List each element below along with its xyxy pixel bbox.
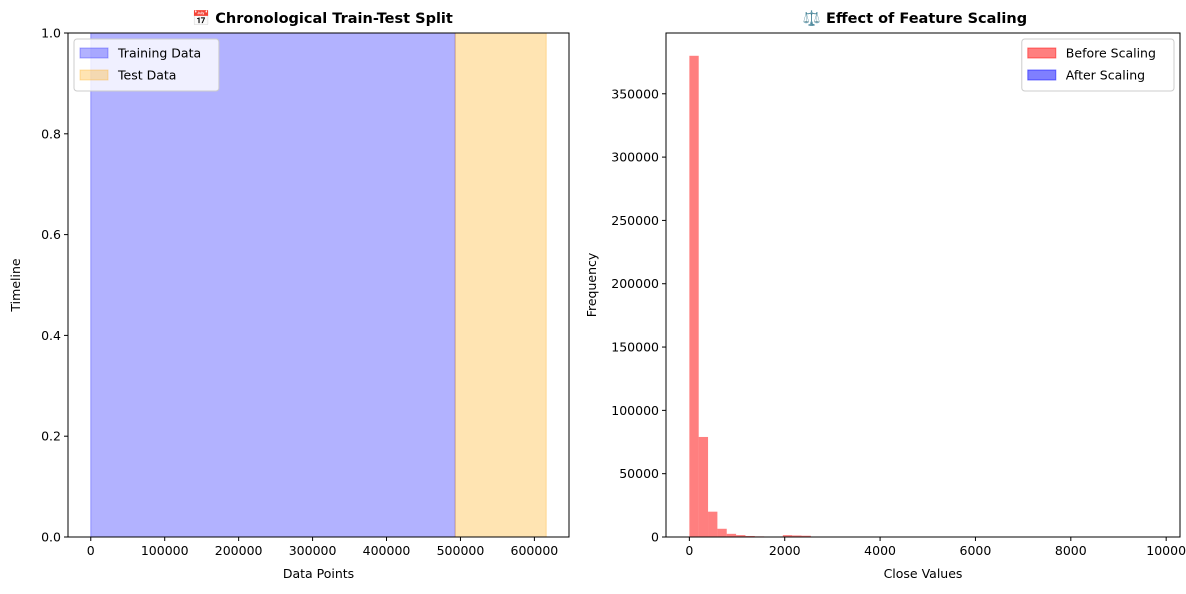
split-chart-title: 📅 Chronological Train-Test Split: [192, 9, 453, 27]
x-tick-label: 200000: [215, 543, 263, 558]
x-tick-label: 2000: [769, 543, 801, 558]
x-tick-label: 0: [685, 543, 693, 558]
y-tick-label: 50000: [619, 466, 659, 481]
span-training-data: [91, 33, 455, 537]
x-tick-label: 4000: [864, 543, 896, 558]
x-tick-label: 600000: [511, 543, 559, 558]
y-tick-label: 0.2: [41, 429, 61, 444]
split-chart-x-axis: 0 100000 200000 300000 400000 500000 600000: [87, 537, 559, 558]
y-tick-label: 350000: [611, 86, 659, 101]
y-tick-label: 0.0: [41, 530, 61, 545]
legend-swatch: [80, 48, 108, 58]
split-chart-plot-area: [91, 33, 546, 537]
split-chart-xlabel: Data Points: [283, 566, 354, 581]
y-tick-label: 0: [651, 530, 659, 545]
y-tick-label: 1.0: [41, 26, 61, 41]
legend-swatch: [1028, 48, 1056, 58]
x-tick-label: 6000: [960, 543, 992, 558]
scaling-chart-y-axis: 0 50000 100000 150000 200000 250000 300000 3500…: [611, 86, 666, 544]
scaling-chart-legend: Before Scaling After Scaling: [1022, 39, 1174, 91]
legend-label: Training Data: [117, 46, 201, 61]
x-tick-label: 500000: [437, 543, 485, 558]
scaling-chart-frame: [666, 33, 1180, 537]
histogram-bar: [689, 56, 698, 537]
scaling-chart-title: ⚖️ Effect of Feature Scaling: [803, 9, 1027, 27]
y-tick-label: 200000: [611, 276, 659, 291]
x-tick-label: 300000: [289, 543, 337, 558]
scaling-chart-ylabel: Frequency: [584, 252, 599, 317]
histogram-bar: [708, 512, 717, 537]
x-tick-label: 100000: [141, 543, 189, 558]
y-tick-label: 0.4: [41, 328, 61, 343]
y-tick-label: 300000: [611, 150, 659, 165]
legend-label: After Scaling: [1066, 68, 1145, 83]
scaling-chart-plot-area: [689, 56, 1156, 537]
legend-swatch: [1028, 70, 1056, 80]
histogram-bar: [717, 529, 726, 537]
y-tick-label: 0.6: [41, 227, 61, 242]
x-tick-label: 400000: [363, 543, 411, 558]
x-tick-label: 0: [87, 543, 95, 558]
legend-swatch: [80, 70, 108, 80]
histogram-bar: [699, 437, 708, 537]
scaling-chart: ⚖️ Effect of Feature Scaling 0 2000 4000 60…: [584, 9, 1186, 581]
y-tick-label: 100000: [611, 403, 659, 418]
y-tick-label: 150000: [611, 340, 659, 355]
scaling-chart-xlabel: Close Values: [884, 566, 963, 581]
span-test-data: [455, 33, 546, 537]
x-tick-label: 8000: [1055, 543, 1087, 558]
y-tick-label: 250000: [611, 213, 659, 228]
y-tick-label: 0.8: [41, 126, 61, 141]
split-chart: 📅 Chronological Train-Test Split 0 100000…: [8, 9, 569, 581]
legend-label: Before Scaling: [1066, 46, 1156, 61]
x-tick-label: 10000: [1146, 543, 1186, 558]
scaling-chart-x-axis: 0 2000 4000 6000 8000 10000: [685, 537, 1186, 558]
split-chart-y-axis: 0.0 0.2 0.4 0.6 0.8 1.0: [41, 26, 68, 545]
split-chart-legend: Training Data Test Data: [74, 39, 219, 91]
split-chart-ylabel: Timeline: [8, 258, 23, 312]
legend-label: Test Data: [117, 68, 176, 83]
